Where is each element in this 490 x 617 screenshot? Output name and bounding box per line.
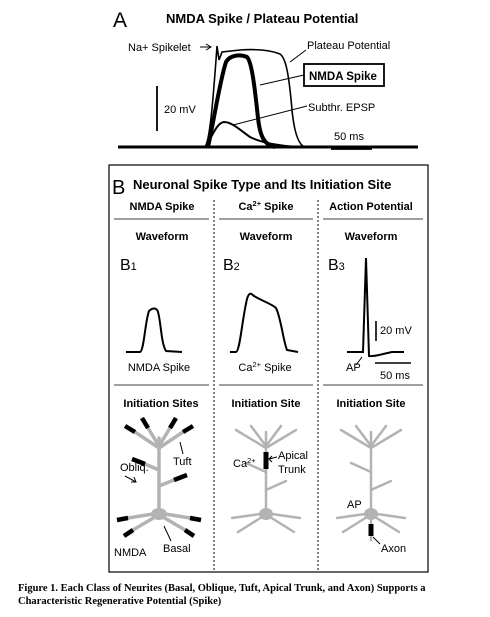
ca-neuron-tuft xyxy=(234,424,298,450)
panel-b-title: Neuronal Spike Type and Its Initiation S… xyxy=(133,177,391,192)
panel-a-letter: A xyxy=(113,9,127,32)
nmda-oblique-marker-2 xyxy=(173,472,188,483)
tuft-label: Tuft xyxy=(173,456,192,468)
ca-neuron xyxy=(230,424,302,534)
column-ca-spike: Ca2+ Spike Waveform B2 Ca2+ Spike Initia… xyxy=(223,199,308,534)
ap-neuron-basals xyxy=(335,512,407,534)
apical-label: Apical xyxy=(278,450,308,462)
ap-time-scale-label: 50 ms xyxy=(380,370,410,382)
panel-b: B Neuronal Spike Type and Its Initiation… xyxy=(108,164,429,573)
nmda-neuron-tuft xyxy=(133,426,185,450)
column-3-site-header: Initiation Site xyxy=(336,398,405,410)
ca-spike-trace-label: Ca2+ Spike xyxy=(238,360,291,374)
column-1-waveform-header: Waveform xyxy=(136,231,189,243)
obliq-label: Obliq. xyxy=(120,462,149,474)
nmda-neuron-basals xyxy=(126,512,192,532)
na-spikelet-arrow xyxy=(200,43,212,51)
column-nmda-spike: NMDA Spike Waveform B1 NMDA Spike Initia… xyxy=(114,201,202,559)
panel-a-time-scale-label: 50 ms xyxy=(334,131,364,143)
ap-neuron xyxy=(335,424,407,542)
axon-pointer xyxy=(372,536,381,545)
plateau-potential-pointer xyxy=(289,49,307,63)
nmda-spike-label: NMDA Spike xyxy=(309,71,377,83)
nmda-basal-marker-3 xyxy=(189,515,202,523)
panel-a-voltage-scale-label: 20 mV xyxy=(164,104,196,116)
subthreshold-epsp-trace xyxy=(204,120,301,148)
axon-label: Axon xyxy=(381,543,406,555)
ap-trace-label: AP xyxy=(346,362,361,374)
nmda-initiation-markers xyxy=(116,416,202,538)
plateau-potential-label: Plateau Potential xyxy=(307,40,390,52)
nmda-spike-trace-label: NMDA Spike xyxy=(128,362,190,374)
nmda-basal-marker-2 xyxy=(122,528,135,538)
plateau-potential-trace xyxy=(204,45,306,148)
ca-site-label: Ca2+ xyxy=(233,456,256,470)
column-2-waveform-header: Waveform xyxy=(240,231,293,243)
column-3-sub-letter: B3 xyxy=(328,257,345,274)
subthreshold-epsp-label: Subthr. EPSP xyxy=(308,102,375,114)
basal-label: Basal xyxy=(163,543,191,555)
nmda-spike-pointer xyxy=(259,74,305,86)
panel-a: A NMDA Spike / Plateau Potential 20 mV 5… xyxy=(113,9,418,150)
nmda-oblique-marker-1 xyxy=(131,456,146,467)
action-potential-waveform xyxy=(347,257,404,358)
panel-a-title: NMDA Spike / Plateau Potential xyxy=(166,11,358,26)
nmda-basal-marker-1 xyxy=(116,515,129,523)
ca-spike-waveform xyxy=(230,292,299,353)
column-3-header: Action Potential xyxy=(329,201,413,213)
ca-neuron-basals xyxy=(230,512,302,534)
apical-trunk-arrow xyxy=(268,455,278,463)
ap-site-label: AP xyxy=(347,499,362,511)
tuft-pointer xyxy=(179,441,184,455)
panel-b-letter: B xyxy=(112,177,125,199)
nmda-spike-trace xyxy=(206,53,276,149)
ca-neuron-obliques xyxy=(244,461,288,492)
nmda-spike-waveform xyxy=(126,307,183,353)
nmda-neuron-soma xyxy=(151,508,167,520)
column-1-site-header: Initiation Sites xyxy=(123,398,198,410)
nmda-tuft-marker-4 xyxy=(181,424,195,434)
trunk-label: Trunk xyxy=(278,464,306,476)
column-3-waveform-header: Waveform xyxy=(345,231,398,243)
panel-b-frame xyxy=(108,164,429,573)
column-1-sub-letter: B1 xyxy=(120,257,137,274)
ca-neuron-soma xyxy=(259,508,273,520)
nmda-tuft-marker-3 xyxy=(168,416,178,430)
column-2-site-header: Initiation Site xyxy=(231,398,300,410)
nmda-tuft-marker-2 xyxy=(140,416,150,430)
column-1-header: NMDA Spike xyxy=(130,201,195,213)
ap-neuron-tuft xyxy=(339,424,403,450)
ap-trace-pointer xyxy=(355,356,363,366)
na-spikelet-label: Na+ Spikelet xyxy=(128,42,191,54)
basal-pointer xyxy=(163,525,172,542)
nmda-basal-marker-4 xyxy=(183,528,196,538)
subthreshold-epsp-pointer xyxy=(232,105,308,126)
nmda-neuron-obliques xyxy=(143,462,176,488)
ap-voltage-scale-label: 20 mV xyxy=(380,325,412,337)
column-action-potential: Action Potential Waveform B3 20 mV 50 ms… xyxy=(328,201,413,555)
obliq-arrow xyxy=(124,475,137,483)
figure-caption: Figure 1. Each Class of Neurites (Basal,… xyxy=(18,583,426,607)
ap-neuron-soma xyxy=(364,508,378,520)
nmda-site-label: NMDA xyxy=(114,547,147,559)
column-2-sub-letter: B2 xyxy=(223,257,240,274)
nmda-neuron xyxy=(126,426,192,532)
column-2-header: Ca2+ Spike xyxy=(238,199,293,213)
ap-neuron-obliques xyxy=(349,461,393,492)
nmda-tuft-marker-1 xyxy=(123,424,137,434)
